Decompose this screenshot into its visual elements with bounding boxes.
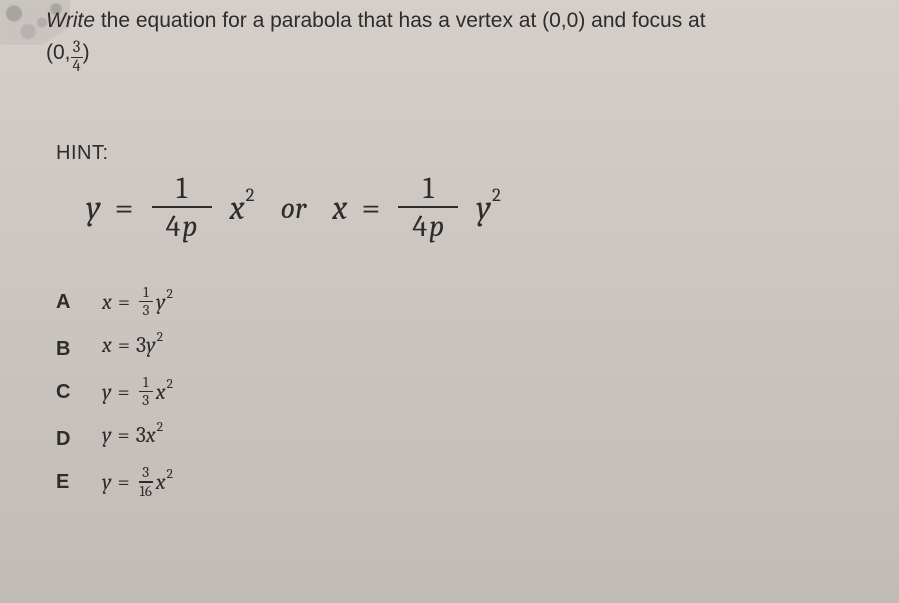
choice-exp: 2 <box>167 467 173 482</box>
choice-lhs: y <box>102 422 111 448</box>
hint-eq2-rhs: y2 <box>476 188 500 228</box>
equals-sign: = <box>118 332 130 358</box>
worksheet-page: Write the equation for a parabola that h… <box>0 0 899 603</box>
choice-var: x <box>146 422 156 448</box>
focus-fraction: 3 4 <box>71 40 83 76</box>
choice-expression: y= 13x2 <box>102 375 173 408</box>
equals-sign: = <box>117 379 129 405</box>
choice-coef-frac: 13 <box>139 375 153 408</box>
choice-exp: 2 <box>167 287 173 302</box>
choice-letter: D <box>56 422 102 451</box>
question-line-1: Write the equation for a parabola that h… <box>46 6 866 36</box>
question-line-2: (0, 3 4 ) <box>46 38 866 75</box>
choice-lhs: y <box>102 379 111 405</box>
choice-lhs: y <box>102 469 111 495</box>
equals-sign: = <box>113 188 136 228</box>
choice-coef-num: 3 <box>142 465 149 481</box>
hint-equations: y = 1 4p x2 or x = 1 4p y2 <box>86 174 501 242</box>
hint-eq1-rhs: x2 <box>230 188 255 228</box>
choice-expression: y=316x2 <box>102 465 173 498</box>
equals-sign: = <box>118 289 130 315</box>
question-prompt: Write the equation for a parabola that h… <box>46 6 866 75</box>
choice-var: x <box>156 379 166 405</box>
hint-eq1-frac-num: 1 <box>176 174 187 206</box>
equals-sign: = <box>359 188 382 228</box>
equals-sign: = <box>117 422 129 448</box>
hint-or: or <box>281 191 307 226</box>
choice-coef-den: 16 <box>139 483 151 499</box>
choice-letter: A <box>56 285 102 314</box>
hint-eq1-lhs: y <box>86 188 101 228</box>
hint-eq2-lhs: x <box>332 188 347 228</box>
choice-exp: 2 <box>157 420 163 435</box>
choice-coef-frac: 13 <box>139 285 153 318</box>
hint-block: HINT: <box>56 142 109 165</box>
hint-eq2-frac: 1 4p <box>398 174 458 242</box>
choice-e[interactable]: Ey=316x2 <box>56 465 173 498</box>
equals-sign: = <box>117 469 129 495</box>
choice-coef-int: 3 <box>136 422 146 448</box>
choice-c[interactable]: Cy= 13x2 <box>56 375 173 408</box>
choice-coef-den: 3 <box>142 392 149 408</box>
answer-choices: Ax=13y2Bx=3y2Cy=13x2Dy=3x2Ey=316x2 <box>56 285 173 513</box>
choice-var: y <box>146 332 155 358</box>
hint-eq2-frac-den: 4p <box>412 208 444 242</box>
question-rest: the equation for a parabola that has a v… <box>95 9 706 32</box>
focus-frac-num: 3 <box>71 40 83 56</box>
choice-coef-num: 1 <box>143 285 148 301</box>
choice-b[interactable]: Bx=3y2 <box>56 332 173 361</box>
choice-lhs: x <box>102 289 112 315</box>
choice-letter: E <box>56 465 102 494</box>
choice-exp: 2 <box>167 377 173 392</box>
choice-d[interactable]: Dy= 3x2 <box>56 422 173 451</box>
hint-eq2-frac-num: 1 <box>423 174 434 206</box>
focus-frac-den: 4 <box>71 59 83 75</box>
choice-letter: C <box>56 375 102 404</box>
choice-lhs: x <box>102 332 112 358</box>
focus-open: (0, <box>46 41 71 64</box>
focus-close: ) <box>83 41 90 64</box>
choice-a[interactable]: Ax= 13y2 <box>56 285 173 318</box>
choice-expression: x=3y2 <box>102 332 163 358</box>
hint-eq1-frac: 1 4p <box>152 174 212 242</box>
choice-expression: y= 3x2 <box>102 422 163 448</box>
choice-coef-int: 3 <box>136 332 146 358</box>
choice-var: x <box>156 469 166 495</box>
choice-expression: x= 13y2 <box>102 285 173 318</box>
hint-label: HINT: <box>56 142 109 165</box>
choice-coef-frac: 316 <box>139 465 153 498</box>
choice-exp: 2 <box>157 330 163 345</box>
choice-coef-den: 3 <box>143 302 150 318</box>
question-italic-lead: Write <box>46 9 95 32</box>
choice-var: y <box>156 289 165 315</box>
hint-eq1-frac-den: 4p <box>166 208 198 242</box>
choice-letter: B <box>56 332 102 361</box>
choice-coef-num: 1 <box>143 375 148 391</box>
